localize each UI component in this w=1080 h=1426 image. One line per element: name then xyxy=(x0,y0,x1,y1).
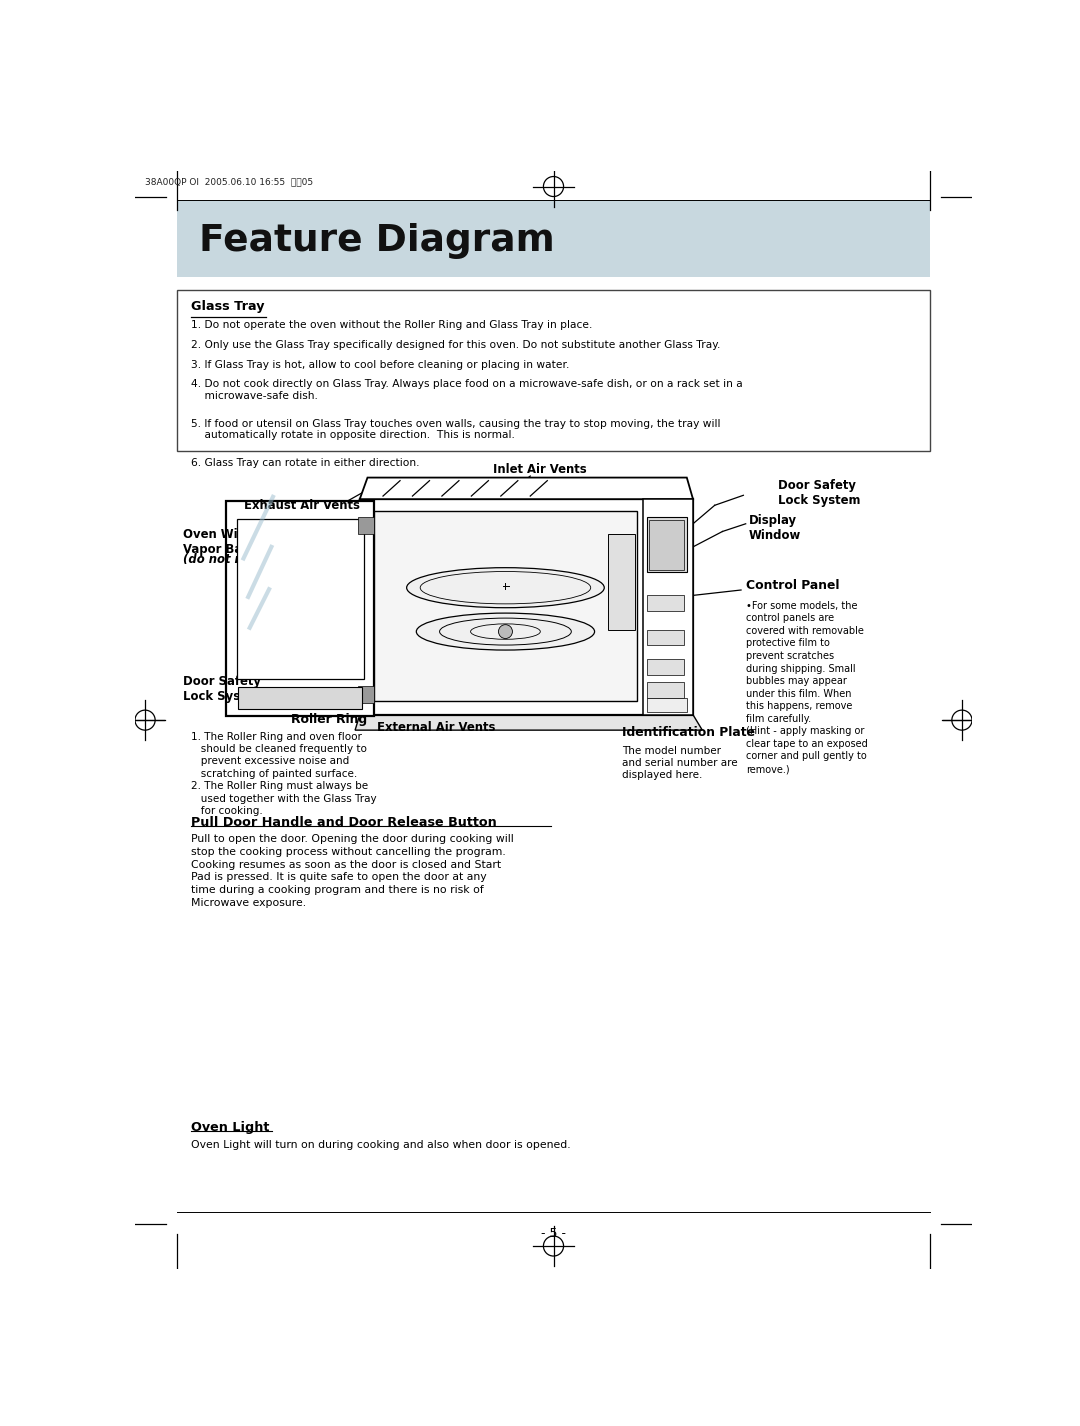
Text: 1. Do not operate the oven without the Roller Ring and Glass Tray in place.: 1. Do not operate the oven without the R… xyxy=(191,321,592,331)
Text: Pull Door Handle and Door Release Button: Pull Door Handle and Door Release Button xyxy=(191,816,497,830)
Polygon shape xyxy=(360,478,693,499)
Bar xyxy=(227,501,374,716)
Text: Oven Light: Oven Light xyxy=(191,1121,269,1134)
Bar xyxy=(177,201,930,278)
Bar xyxy=(647,683,684,697)
Text: Identification Plate: Identification Plate xyxy=(622,726,755,739)
Bar xyxy=(177,289,930,452)
Text: 3. If Glass Tray is hot, allow to cool before cleaning or placing in water.: 3. If Glass Tray is hot, allow to cool b… xyxy=(191,359,569,369)
Ellipse shape xyxy=(416,613,595,650)
Text: Door Safety
Lock System: Door Safety Lock System xyxy=(183,674,266,703)
Text: 4. Do not cook directly on Glass Tray. Always place food on a microwave-safe dis: 4. Do not cook directly on Glass Tray. A… xyxy=(191,379,743,401)
Bar xyxy=(647,659,684,674)
Bar xyxy=(238,687,362,709)
Text: Roller Ring: Roller Ring xyxy=(291,713,367,726)
Text: - 5 -: - 5 - xyxy=(541,1228,566,1241)
Text: Oven Light will turn on during cooking and also when door is opened.: Oven Light will turn on during cooking a… xyxy=(191,1139,570,1149)
Text: 38A00QP OI  2005.06.10 16:55  页靕05: 38A00QP OI 2005.06.10 16:55 页靕05 xyxy=(145,177,313,187)
Circle shape xyxy=(499,625,512,639)
Bar xyxy=(608,533,635,630)
Text: External Air Vents: External Air Vents xyxy=(377,722,495,734)
Text: Oven Window with
Vapor Barrier Film: Oven Window with Vapor Barrier Film xyxy=(183,529,306,556)
Text: (do not remove): (do not remove) xyxy=(183,553,289,566)
Text: Display
Window: Display Window xyxy=(748,515,801,542)
Bar xyxy=(647,697,687,712)
Text: The model number
and serial number are
displayed here.: The model number and serial number are d… xyxy=(622,746,738,780)
Bar xyxy=(359,516,374,533)
Bar xyxy=(374,511,637,702)
Text: Exhaust Air Vents: Exhaust Air Vents xyxy=(244,499,360,512)
Bar xyxy=(649,520,685,570)
Text: 5. If food or utensil on Glass Tray touches oven walls, causing the tray to stop: 5. If food or utensil on Glass Tray touc… xyxy=(191,419,720,441)
Bar xyxy=(647,516,687,572)
Bar xyxy=(647,630,684,646)
Text: Door Safety
Lock System: Door Safety Lock System xyxy=(779,479,861,508)
Bar xyxy=(359,686,374,703)
Text: Glass Tray: Glass Tray xyxy=(191,301,265,314)
Text: Waveguide Cover
(do not remove): Waveguide Cover (do not remove) xyxy=(451,647,566,674)
Text: •For some models, the
control panels are
covered with removable
protective film : •For some models, the control panels are… xyxy=(745,600,867,774)
Ellipse shape xyxy=(407,568,605,607)
Bar xyxy=(360,499,693,714)
Text: Pull to open the door. Opening the door during cooking will
stop the cooking pro: Pull to open the door. Opening the door … xyxy=(191,834,514,908)
Bar xyxy=(647,596,684,610)
Bar xyxy=(237,519,364,679)
Bar xyxy=(643,499,693,714)
Text: 6. Glass Tray can rotate in either direction.: 6. Glass Tray can rotate in either direc… xyxy=(191,458,419,468)
Text: Feature Diagram: Feature Diagram xyxy=(199,224,554,260)
Text: Control Panel: Control Panel xyxy=(745,579,839,592)
Text: Inlet Air Vents: Inlet Air Vents xyxy=(492,463,586,476)
Text: 1. The Roller Ring and oven floor
   should be cleaned frequently to
   prevent : 1. The Roller Ring and oven floor should… xyxy=(191,732,377,816)
Polygon shape xyxy=(355,714,702,730)
Text: 2. Only use the Glass Tray specifically designed for this oven. Do not substitut: 2. Only use the Glass Tray specifically … xyxy=(191,341,720,351)
